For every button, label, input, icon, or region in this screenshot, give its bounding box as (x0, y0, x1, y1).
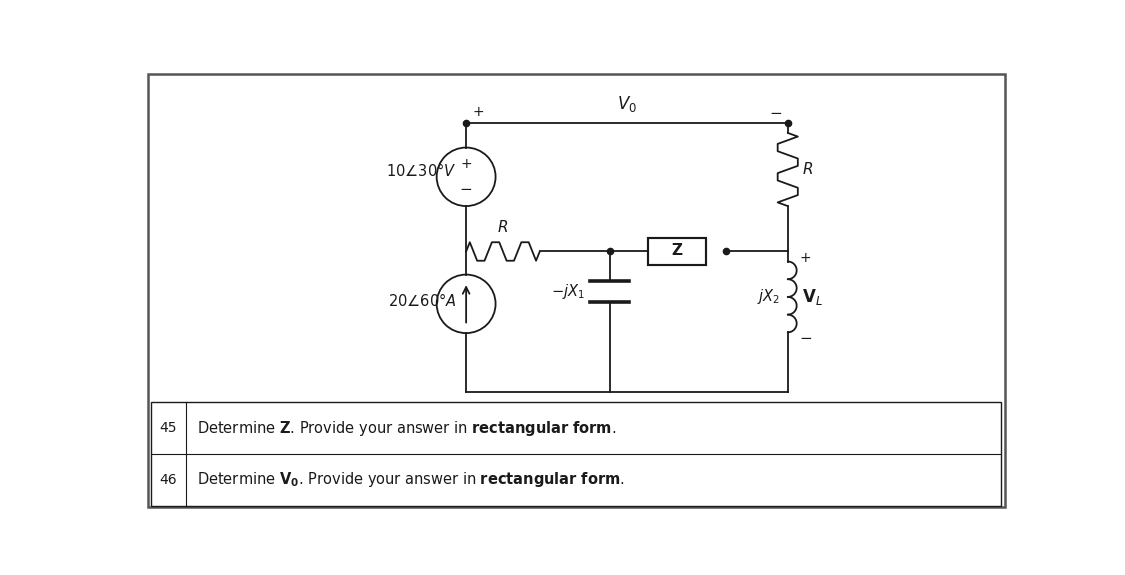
Text: $10\angle30°V$: $10\angle30°V$ (386, 162, 457, 179)
Text: $R$: $R$ (497, 218, 508, 235)
Text: Determine $\mathbf{V}_\mathbf{0}$. Provide your answer in $\mathbf{rectangular\ : Determine $\mathbf{V}_\mathbf{0}$. Provi… (197, 470, 626, 489)
Text: $-jX_1$: $-jX_1$ (551, 282, 585, 301)
Text: $V_0$: $V_0$ (616, 94, 637, 114)
Text: Determine $\mathbf{Z}$. Provide your answer in $\mathbf{rectangular\ form}$.: Determine $\mathbf{Z}$. Provide your ans… (197, 419, 616, 438)
Text: $\mathbf{V}_L$: $\mathbf{V}_L$ (802, 287, 822, 307)
Text: $+$: $+$ (471, 105, 484, 119)
Text: $R$: $R$ (802, 162, 813, 178)
Bar (151, 402, 1001, 505)
Text: −: − (800, 331, 812, 346)
Text: +: + (800, 251, 811, 264)
Text: +: + (460, 157, 472, 171)
Text: $-$: $-$ (770, 104, 782, 119)
Text: 46: 46 (160, 473, 177, 487)
Text: $20\angle60°A$: $20\angle60°A$ (388, 292, 457, 309)
Text: 45: 45 (160, 421, 177, 435)
Text: −: − (460, 182, 472, 197)
Text: $\mathbf{Z}$: $\mathbf{Z}$ (672, 242, 684, 258)
Bar (648, 239, 706, 264)
Text: $jX_2$: $jX_2$ (757, 288, 780, 306)
